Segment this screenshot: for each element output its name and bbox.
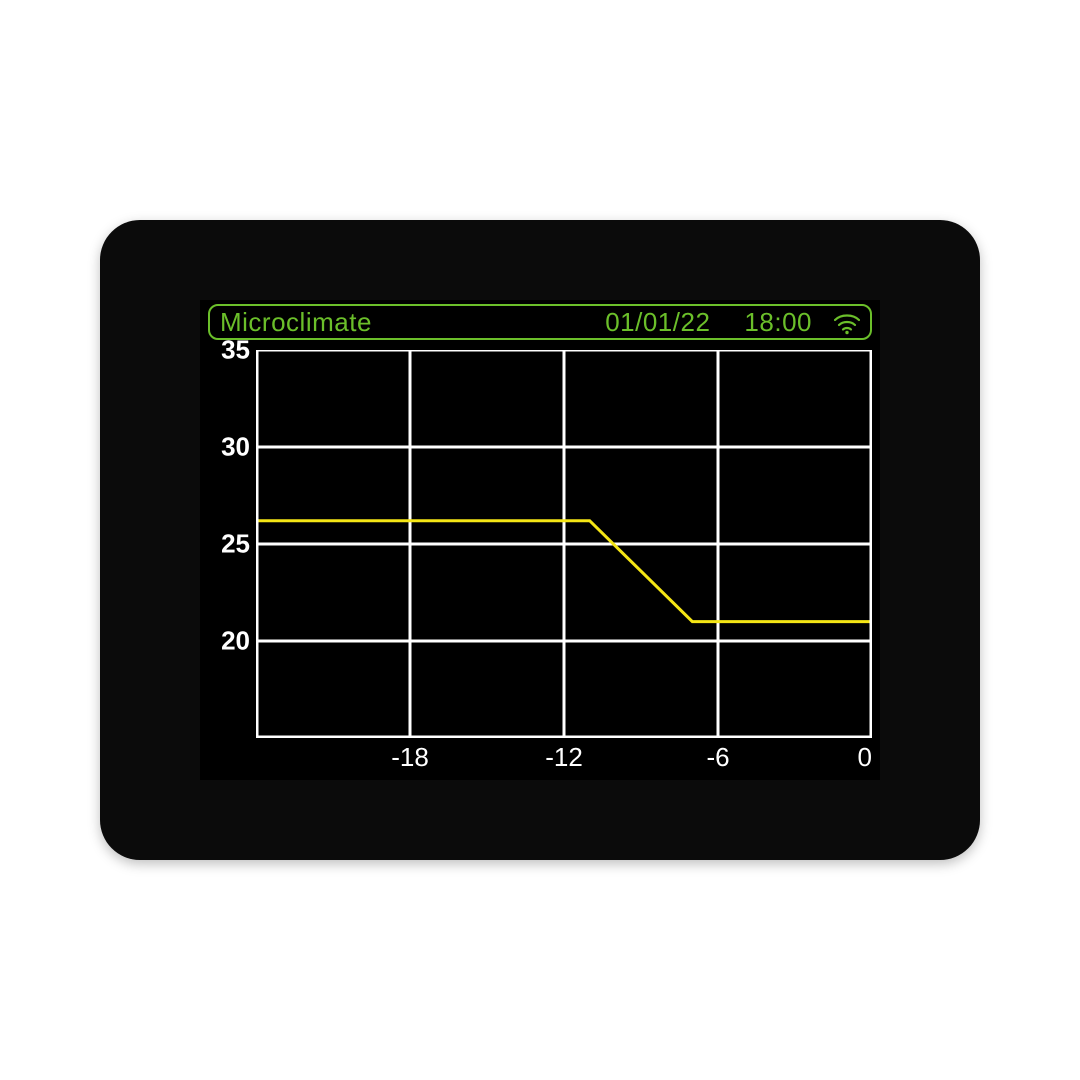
- x-tick-label: -12: [545, 742, 583, 773]
- y-axis-labels: 20253035: [208, 344, 256, 772]
- chart: 20253035 -18-12-60: [208, 344, 872, 772]
- device-screen: Microclimate 01/01/22 18:00 20 25 30 35: [200, 300, 880, 780]
- y-tick-label: 35: [221, 335, 250, 366]
- x-tick-label: -18: [391, 742, 429, 773]
- status-time: 18:00: [744, 307, 812, 338]
- y-tick-label: 30: [221, 432, 250, 463]
- x-tick-label: 0: [858, 742, 872, 773]
- wifi-icon: [834, 311, 860, 333]
- y-tick-label: 25: [221, 529, 250, 560]
- device-bezel: Microclimate 01/01/22 18:00 20 25 30 35: [100, 220, 980, 860]
- x-tick-label: -6: [706, 742, 729, 773]
- x-axis-labels: -18 -12 -6 0: [256, 742, 872, 776]
- status-bar: Microclimate 01/01/22 18:00: [208, 304, 872, 340]
- page: Microclimate 01/01/22 18:00 20 25 30 35: [0, 0, 1080, 1080]
- status-date: 01/01/22: [605, 307, 710, 338]
- chart-svg: [256, 350, 872, 738]
- y-tick-label: 20: [221, 626, 250, 657]
- chart-plot-area: [256, 350, 872, 738]
- status-title: Microclimate: [220, 307, 591, 338]
